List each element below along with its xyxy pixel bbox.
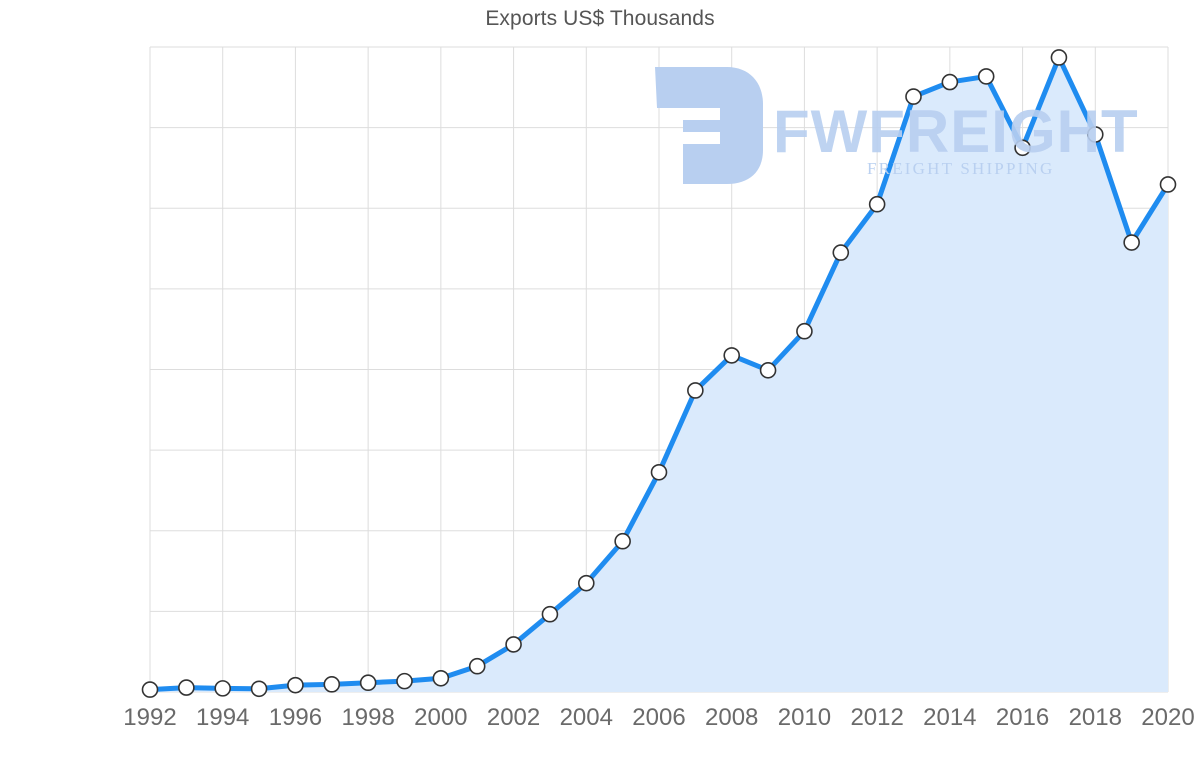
x-axis-tick-label: 2020 bbox=[1141, 704, 1195, 731]
data-point-marker[interactable] bbox=[468, 657, 486, 675]
data-point-marker[interactable] bbox=[796, 322, 813, 340]
data-point-marker[interactable] bbox=[941, 73, 959, 91]
data-point-marker[interactable] bbox=[432, 669, 450, 687]
data-point-marker[interactable] bbox=[1159, 176, 1177, 193]
data-point-marker[interactable] bbox=[287, 676, 304, 694]
data-point-marker[interactable] bbox=[1014, 139, 1031, 157]
x-axis-tick-label: 2018 bbox=[1068, 704, 1122, 731]
data-point-marker[interactable] bbox=[323, 676, 341, 693]
x-axis-tick-label: 2016 bbox=[995, 704, 1050, 731]
data-point-marker[interactable] bbox=[396, 672, 413, 690]
x-axis-tick-label: 2000 bbox=[414, 704, 468, 731]
data-point-marker[interactable] bbox=[759, 362, 777, 379]
data-point-marker[interactable] bbox=[359, 674, 377, 692]
x-axis-tick-label: 2008 bbox=[705, 704, 759, 731]
data-point-marker[interactable] bbox=[141, 681, 159, 698]
y-axis-tick-labels: 02 000 0004 000 0006 000 0008 000 00010 … bbox=[0, 0, 140, 763]
data-point-marker[interactable] bbox=[214, 680, 232, 697]
x-axis-tick-label: 1992 bbox=[123, 704, 177, 731]
x-axis-tick-label: 1996 bbox=[268, 704, 323, 731]
data-point-marker[interactable] bbox=[687, 382, 704, 399]
data-point-marker[interactable] bbox=[505, 636, 522, 653]
data-point-marker[interactable] bbox=[178, 679, 195, 696]
data-point-marker[interactable] bbox=[577, 574, 595, 592]
x-axis-tick-label: 2004 bbox=[559, 704, 613, 731]
data-point-marker[interactable] bbox=[1086, 126, 1104, 143]
data-point-marker[interactable] bbox=[1123, 234, 1140, 251]
x-axis-tick-label: 2002 bbox=[486, 704, 541, 731]
data-point-marker[interactable] bbox=[614, 532, 631, 550]
area-fill bbox=[150, 57, 1168, 693]
data-point-marker[interactable] bbox=[1050, 49, 1068, 66]
chart-title: Exports US$ Thousands bbox=[485, 7, 715, 30]
data-point-marker[interactable] bbox=[977, 68, 995, 85]
data-point-marker[interactable] bbox=[541, 605, 559, 623]
data-point-marker[interactable] bbox=[650, 463, 668, 481]
x-axis-tick-label: 2012 bbox=[850, 704, 904, 731]
data-point-marker[interactable] bbox=[868, 195, 886, 213]
data-point-marker[interactable] bbox=[723, 347, 741, 364]
x-axis-tick-label: 2006 bbox=[632, 704, 686, 731]
x-axis-tick-label: 2010 bbox=[777, 704, 832, 731]
data-point-markers bbox=[141, 49, 1177, 698]
x-axis-tick-label: 2014 bbox=[923, 704, 977, 731]
x-axis-tick-label: 1998 bbox=[341, 704, 395, 731]
data-point-marker[interactable] bbox=[832, 244, 850, 261]
data-point-marker[interactable] bbox=[905, 88, 922, 105]
data-point-marker[interactable] bbox=[250, 680, 268, 698]
x-axis-tick-label: 1994 bbox=[196, 704, 250, 731]
